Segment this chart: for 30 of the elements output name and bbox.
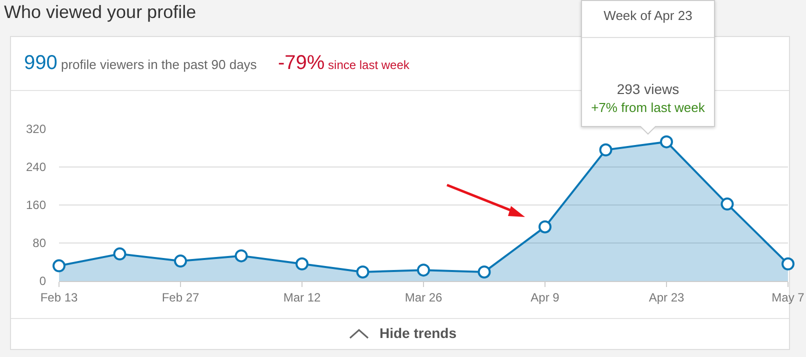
x-tick-label: Feb 27 bbox=[162, 290, 200, 304]
point bbox=[113, 247, 126, 260]
point bbox=[538, 220, 552, 234]
point bbox=[174, 254, 187, 268]
tooltip: Week of Apr 23 293 views +7% from last week bbox=[581, 0, 715, 127]
x-tick-label: Mar 26 bbox=[404, 290, 442, 304]
point bbox=[720, 198, 734, 211]
text: -79% since last week bbox=[278, 52, 410, 75]
chart-title: Who viewed your profile bbox=[4, 2, 196, 23]
text: Hide trends bbox=[379, 325, 456, 341]
y-tick-label: 240 bbox=[26, 160, 46, 174]
y-tick-label: 320 bbox=[26, 122, 46, 136]
x-tick-label: Feb 13 bbox=[40, 290, 78, 304]
y-tick-label: 0 bbox=[39, 274, 46, 288]
x-tick-label: Apr 23 bbox=[648, 290, 684, 304]
chart-subtitle: 990 profile viewers in the past 90 days bbox=[24, 52, 257, 75]
point bbox=[417, 264, 430, 277]
y-tick-label: 80 bbox=[32, 236, 46, 250]
x-tick-label: May 7 bbox=[772, 290, 805, 304]
point bbox=[234, 249, 248, 262]
x-tick-label: Mar 12 bbox=[283, 290, 321, 304]
x-tick-label: Apr 9 bbox=[530, 290, 560, 304]
point bbox=[296, 257, 308, 270]
point bbox=[660, 135, 673, 148]
point bbox=[52, 259, 66, 272]
point bbox=[782, 257, 794, 270]
point bbox=[356, 265, 370, 278]
point bbox=[478, 265, 491, 278]
point bbox=[599, 143, 612, 156]
y-tick-label: 160 bbox=[26, 198, 46, 212]
